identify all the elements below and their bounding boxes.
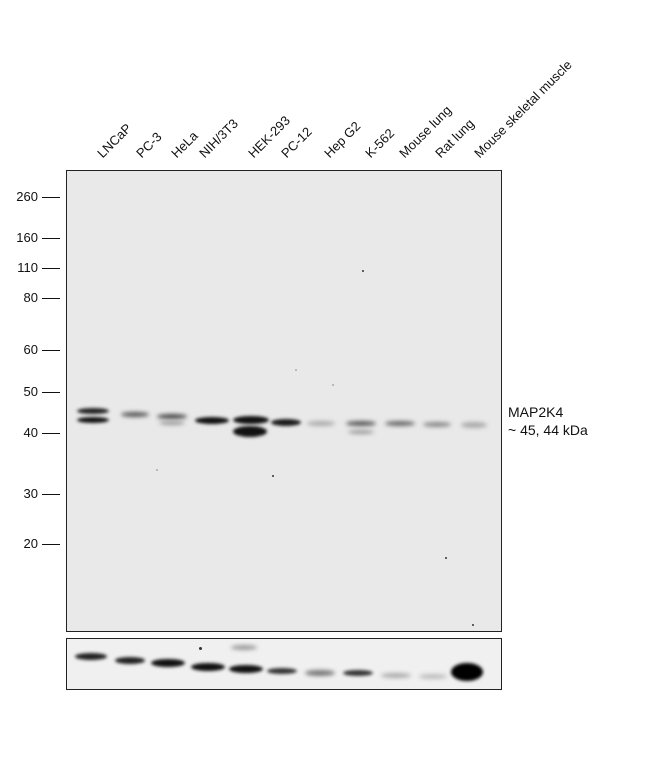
main-blot-panel bbox=[66, 170, 502, 632]
band-mouse-skeletal-muscle bbox=[461, 422, 487, 428]
speck bbox=[295, 369, 297, 371]
band-mouse-lung bbox=[385, 421, 415, 426]
band-lncap-lower bbox=[77, 417, 109, 423]
lc-band-hela bbox=[151, 659, 185, 667]
lc-band-hek293 bbox=[229, 665, 263, 673]
mw-tick-160 bbox=[42, 238, 60, 239]
lc-band-rat-lung bbox=[419, 674, 447, 679]
lc-band-lncap bbox=[75, 653, 107, 660]
band-hepg2 bbox=[307, 421, 335, 426]
mw-label-50: 50 bbox=[23, 384, 38, 399]
band-hela-lower bbox=[159, 421, 185, 425]
lane-label-hela: HeLa bbox=[168, 128, 201, 161]
lane-label-nih3t3: NIH/3T3 bbox=[196, 115, 241, 161]
mw-label-160: 160 bbox=[16, 230, 38, 245]
mw-label-40: 40 bbox=[23, 425, 38, 440]
mw-label-110: 110 bbox=[17, 260, 38, 275]
lane-label-pc3: PC-3 bbox=[133, 129, 165, 161]
speck bbox=[362, 270, 364, 272]
band-lncap-upper bbox=[77, 408, 109, 414]
lc-band-mouse-lung bbox=[381, 673, 411, 678]
mw-tick-80 bbox=[42, 298, 60, 299]
mw-tick-260 bbox=[42, 197, 60, 198]
lc-band-nih3t3 bbox=[191, 663, 225, 671]
band-nih3t3 bbox=[195, 417, 229, 424]
lc-band-pc12 bbox=[267, 668, 297, 674]
mw-label-30: 30 bbox=[23, 486, 38, 501]
lane-label-k562: K-562 bbox=[362, 125, 398, 161]
band-k562-lower bbox=[348, 430, 374, 434]
lc-band-mouse-skeletal-muscle bbox=[451, 663, 483, 681]
speck bbox=[272, 475, 274, 477]
speck bbox=[472, 624, 474, 626]
mw-tick-60 bbox=[42, 350, 60, 351]
speck bbox=[156, 469, 158, 471]
mw-tick-40 bbox=[42, 433, 60, 434]
band-pc12 bbox=[271, 419, 301, 426]
band-pc3 bbox=[121, 412, 149, 417]
band-hela-upper bbox=[157, 414, 187, 419]
speck bbox=[445, 557, 447, 559]
mw-tick-20 bbox=[42, 544, 60, 545]
mw-label-80: 80 bbox=[23, 290, 38, 305]
band-hek293-lower bbox=[233, 426, 267, 437]
band-rat-lung bbox=[423, 422, 451, 427]
lc-band-hek293-ghost bbox=[231, 645, 257, 650]
mw-tick-50 bbox=[42, 392, 60, 393]
mw-label-20: 20 bbox=[23, 536, 38, 551]
mw-label-60: 60 bbox=[23, 342, 38, 357]
speck bbox=[332, 384, 334, 386]
target-annotation: MAP2K4 ~ 45, 44 kDa bbox=[508, 404, 588, 439]
lane-label-mouse-skeletal-muscle: Mouse skeletal muscle bbox=[471, 57, 575, 161]
lc-band-k562 bbox=[343, 670, 373, 676]
mw-label-260: 260 bbox=[16, 189, 38, 204]
band-hek293-upper bbox=[233, 416, 269, 424]
loading-control-blot-panel bbox=[66, 638, 502, 690]
lc-band-hepg2 bbox=[305, 670, 335, 676]
lane-label-hepg2: Hep G2 bbox=[321, 118, 364, 161]
lane-label-lncap: LNCaP bbox=[94, 120, 135, 161]
target-size: ~ 45, 44 kDa bbox=[508, 421, 588, 438]
mw-tick-30 bbox=[42, 494, 60, 495]
target-name: MAP2K4 bbox=[508, 404, 564, 420]
lc-band-pc3 bbox=[115, 657, 145, 664]
band-k562-upper bbox=[346, 421, 376, 426]
mw-tick-110 bbox=[42, 268, 60, 269]
speck bbox=[199, 647, 202, 650]
